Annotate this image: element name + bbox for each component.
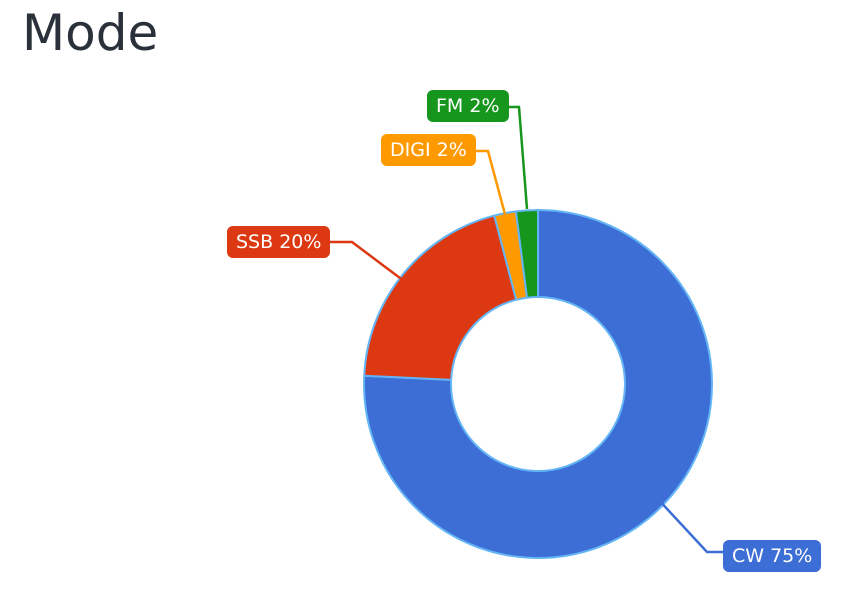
leader-line-ssb	[330, 240, 405, 282]
pie-slice-fm[interactable]	[514, 209, 539, 299]
label-fm: FM 2%	[427, 90, 509, 122]
leader-line-digi	[474, 149, 508, 219]
donut-slices	[363, 209, 714, 559]
label-cw: CW 75%	[723, 540, 822, 572]
leader-line-cw	[655, 496, 723, 554]
page-title: Mode	[22, 4, 159, 62]
pie-slice-cw[interactable]	[363, 209, 714, 559]
label-digi: DIGI 2%	[381, 134, 476, 166]
leader-line-fm	[507, 105, 529, 210]
label-ssb: SSB 20%	[227, 226, 331, 258]
pie-slice-ssb[interactable]	[363, 214, 518, 381]
